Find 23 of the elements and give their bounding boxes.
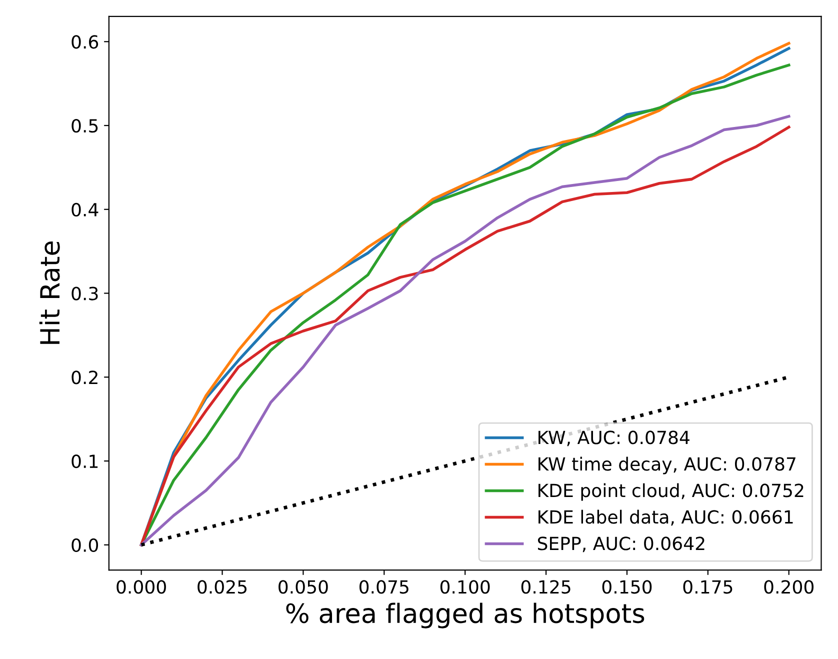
- x-tick-label: 0.200: [764, 580, 814, 594]
- y-tick-label: 0.2: [72, 370, 98, 384]
- x-tick-label: 0.100: [440, 580, 490, 594]
- legend-label: KW time decay, AUC: 0.0787: [538, 456, 796, 474]
- y-tick-label: 0.6: [72, 35, 98, 49]
- y-tick-label: 0.5: [72, 118, 98, 133]
- x-axis-title: % area flagged as hotspots: [286, 602, 644, 628]
- legend-label: SEPP, AUC: 0.0642: [538, 536, 704, 552]
- legend-label: KDE point cloud, AUC: 0.0752: [538, 483, 804, 501]
- legend-label: KDE label data, AUC: 0.0661: [538, 510, 793, 526]
- x-tick-label: 0.075: [359, 580, 408, 594]
- x-tick-label: 0.050: [278, 580, 328, 594]
- y-axis-title: Hit Rate: [39, 241, 60, 344]
- x-tick-label: 0.125: [521, 580, 570, 594]
- legend-label: KW, AUC: 0.0784: [538, 430, 690, 446]
- x-tick-label: 0.000: [116, 580, 166, 594]
- y-tick-label: 0.1: [72, 454, 98, 468]
- x-tick-label: 0.025: [198, 580, 247, 594]
- x-tick-label: 0.175: [683, 580, 732, 594]
- y-tick-label: 0.4: [72, 202, 98, 216]
- x-tick-label: 0.150: [602, 580, 652, 594]
- y-tick-label: 0.3: [72, 286, 98, 300]
- y-tick-label: 0.0: [72, 538, 98, 552]
